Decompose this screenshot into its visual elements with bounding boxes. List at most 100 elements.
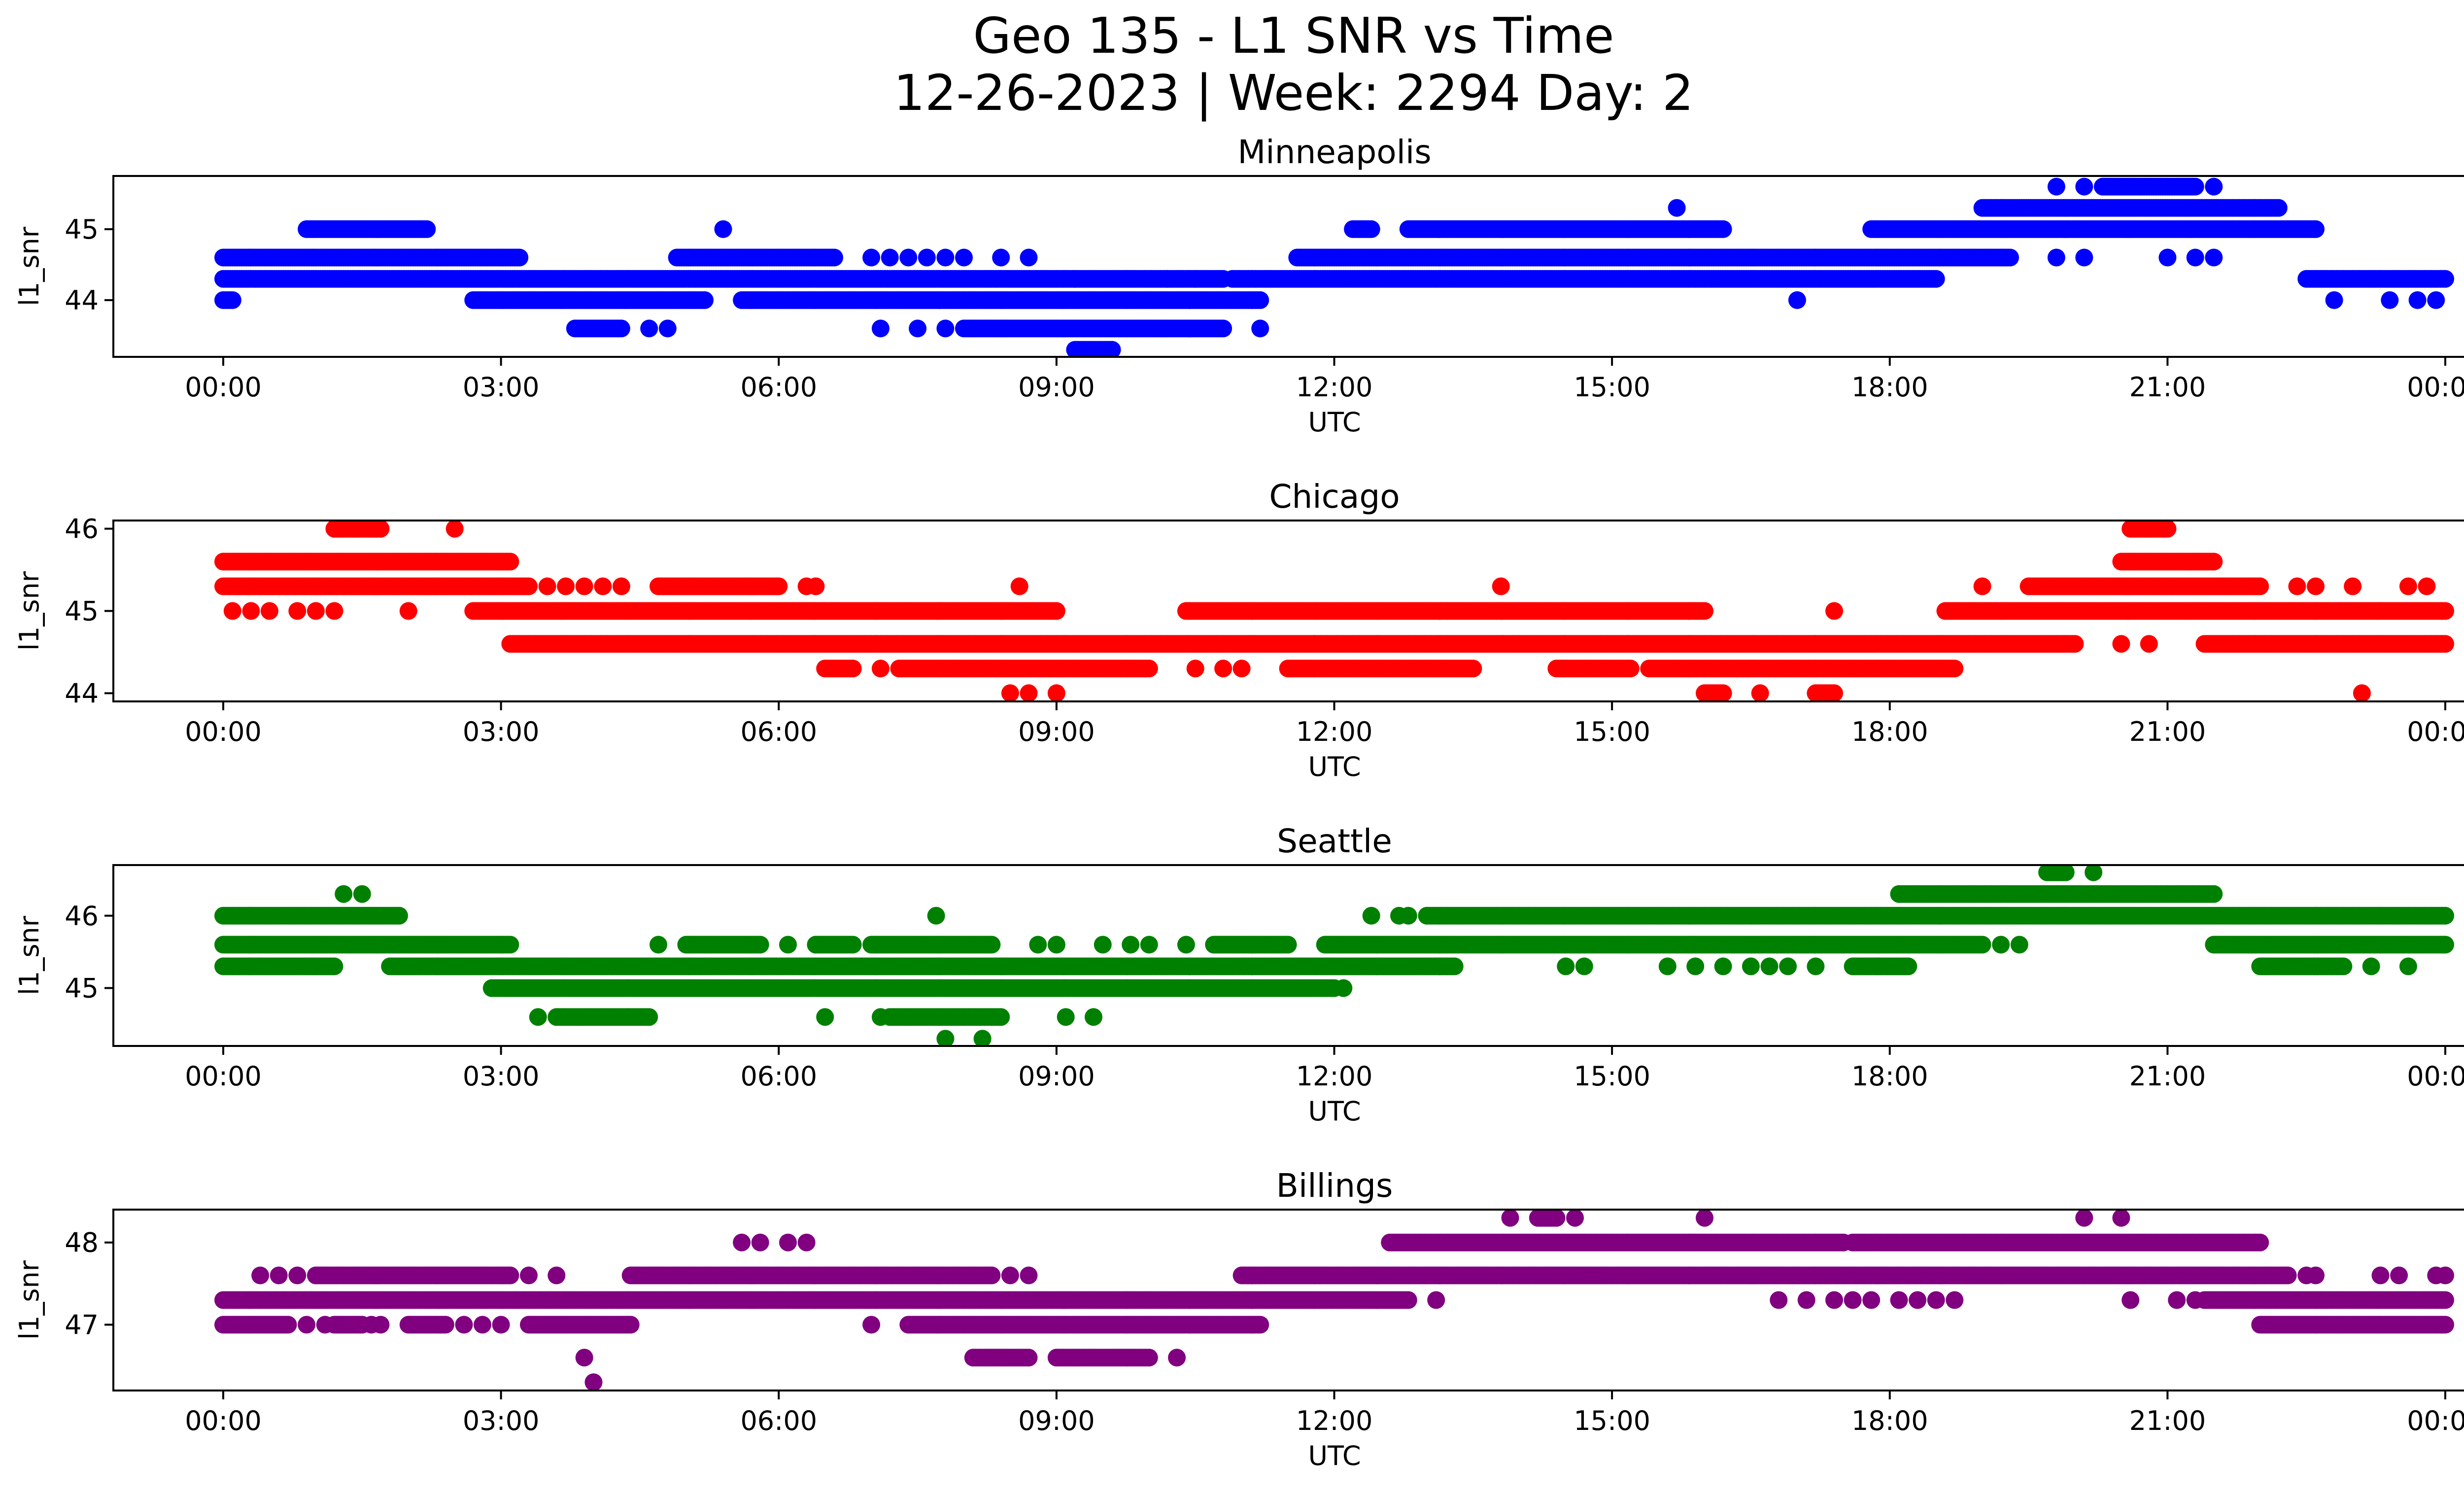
x-tick-label: 09:00 — [1018, 372, 1095, 403]
figure-title-line1: Geo 135 - L1 SNR vs Time — [973, 7, 1614, 65]
data-point — [1186, 270, 1204, 288]
data-point — [1047, 684, 1065, 701]
data-point — [223, 291, 241, 309]
data-point — [1047, 602, 1065, 620]
data-point — [501, 553, 519, 571]
x-tick-label: 00:00 — [185, 372, 262, 403]
data-point — [260, 602, 278, 620]
data-point — [936, 248, 955, 267]
data-point — [909, 319, 927, 338]
chicago-y-axis-label: l1_snr — [14, 571, 45, 651]
data-point — [955, 248, 973, 267]
data-point — [520, 577, 538, 595]
data-point — [1714, 220, 1732, 238]
data-point — [1251, 319, 1269, 338]
data-point — [2205, 553, 2223, 571]
data-point — [2056, 865, 2075, 881]
data-point — [335, 885, 353, 903]
data-point — [992, 248, 1010, 267]
data-point — [2205, 885, 2223, 903]
data-point — [223, 602, 241, 620]
data-point — [1186, 660, 1204, 678]
chicago-title: Chicago — [1269, 478, 1400, 516]
data-point — [844, 660, 862, 678]
x-tick-label: 00:00 — [2407, 716, 2464, 747]
data-point — [936, 319, 955, 338]
data-point — [2269, 199, 2288, 217]
x-tick-label: 18:00 — [1851, 372, 1928, 403]
seattle-title: Seattle — [1277, 822, 1392, 860]
data-point — [353, 885, 371, 903]
data-point — [1714, 684, 1732, 701]
figure-title-line2: 12-26-2023 | Week: 2294 Day: 2 — [893, 64, 1693, 122]
data-point — [2436, 602, 2454, 620]
data-point — [1232, 660, 1251, 678]
data-point — [2307, 577, 2325, 595]
data-point — [825, 248, 843, 267]
data-point — [1159, 270, 1177, 288]
data-point — [1946, 660, 1964, 678]
data-point — [2344, 577, 2362, 595]
data-point — [2066, 635, 2084, 653]
data-point — [770, 577, 788, 595]
data-point — [2001, 248, 2019, 267]
data-point — [2399, 577, 2417, 595]
x-tick-label: 00:00 — [185, 716, 262, 747]
data-point — [2112, 635, 2130, 653]
data-point — [696, 291, 714, 309]
data-point — [1010, 577, 1028, 595]
data-point — [640, 319, 658, 338]
data-point — [2205, 177, 2223, 196]
data-point — [2325, 291, 2343, 309]
y-tick-label: 44 — [65, 678, 99, 709]
data-point — [871, 319, 890, 338]
x-tick-label: 12:00 — [1296, 716, 1373, 747]
data-point — [1020, 684, 1038, 701]
x-tick-label: 00:00 — [2407, 372, 2464, 403]
data-point — [2085, 865, 2103, 881]
data-point — [862, 248, 881, 267]
data-point — [1825, 602, 1843, 620]
data-point — [612, 319, 630, 338]
data-point — [1464, 660, 1482, 678]
data-point — [2186, 177, 2204, 196]
data-point — [1973, 577, 1991, 595]
x-tick-label: 21:00 — [2129, 716, 2206, 747]
data-point — [2158, 248, 2177, 267]
y-tick-label: 44 — [65, 285, 99, 316]
minneapolis-y-axis-label: l1_snr — [14, 226, 45, 306]
x-tick-label: 03:00 — [463, 716, 540, 747]
data-point — [1621, 660, 1640, 678]
data-point — [2427, 291, 2445, 309]
data-point — [2288, 577, 2306, 595]
data-point — [1492, 577, 1510, 595]
data-point — [557, 577, 575, 595]
data-point — [2140, 635, 2158, 653]
data-point — [899, 248, 918, 267]
data-point — [594, 577, 612, 595]
data-point — [1103, 341, 1121, 357]
data-point — [714, 220, 732, 238]
data-point — [1751, 684, 1769, 701]
minneapolis-points — [214, 177, 2454, 357]
data-point — [2158, 521, 2177, 538]
x-tick-label: 21:00 — [2129, 372, 2206, 403]
x-tick-label: 06:00 — [740, 372, 817, 403]
data-point — [1668, 199, 1686, 217]
data-point — [1251, 291, 1269, 309]
data-point — [2353, 684, 2371, 701]
data-point — [575, 577, 593, 595]
data-point — [2205, 248, 2223, 267]
data-point — [307, 602, 325, 620]
data-point — [1214, 660, 1232, 678]
data-point — [288, 602, 307, 620]
data-point — [1066, 270, 1084, 288]
data-point — [1825, 684, 1843, 701]
data-point — [2047, 177, 2065, 196]
data-point — [445, 521, 464, 538]
data-point — [1788, 291, 1806, 309]
